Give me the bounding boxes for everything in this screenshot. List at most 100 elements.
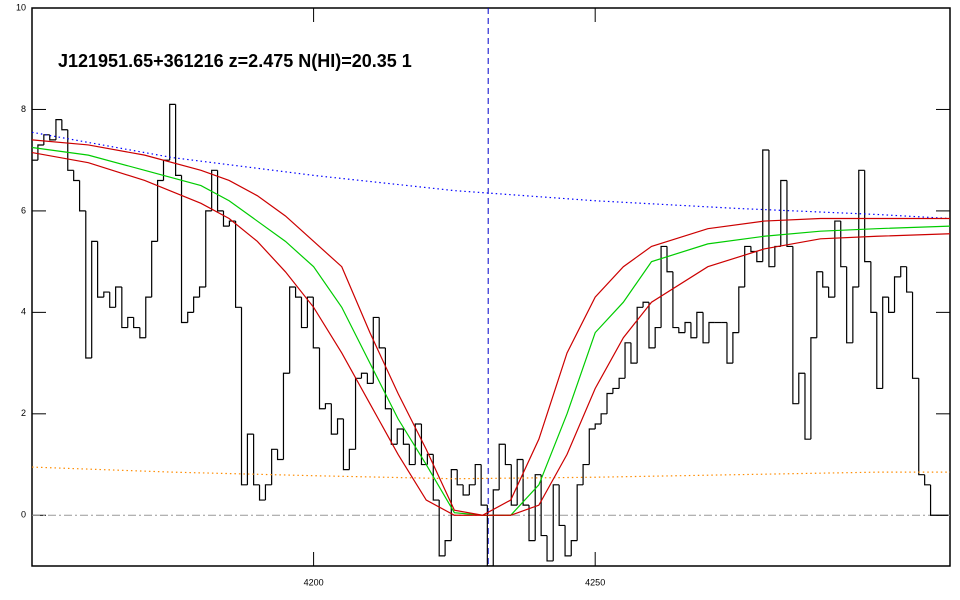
spectrum-step xyxy=(49,134,56,141)
spectrum-step xyxy=(911,292,919,379)
spectrum-step xyxy=(151,240,158,298)
x-tick-label: 4250 xyxy=(585,577,605,587)
spectrum-step xyxy=(558,484,566,527)
spectrum-step xyxy=(408,444,416,466)
spectrum-step xyxy=(324,403,332,409)
spectrum-step xyxy=(289,286,296,374)
spectrum-step xyxy=(468,484,476,495)
spectrum-step xyxy=(276,449,284,461)
spectrum-step xyxy=(822,271,829,288)
spectrum-step xyxy=(738,286,745,333)
spectrum-step xyxy=(366,373,374,384)
spectrum-step xyxy=(78,180,86,212)
spectrum-step xyxy=(924,474,931,486)
spectrum-step xyxy=(318,347,326,410)
spectrum-step xyxy=(852,286,859,343)
spectrum-step xyxy=(187,311,194,323)
spectrum-step xyxy=(43,134,50,145)
spectrum-step xyxy=(384,347,392,410)
spectrum-step xyxy=(372,316,380,384)
spectrum-step xyxy=(582,463,590,485)
y-tick-label: 10 xyxy=(16,2,26,12)
spectrum-step xyxy=(684,321,691,333)
spectrum-step xyxy=(330,403,338,435)
spectrum-step xyxy=(888,297,895,313)
spectrum-step xyxy=(55,119,62,140)
spectrum-step xyxy=(804,373,811,440)
y-tick-label: 0 xyxy=(21,510,26,520)
spectrum-step xyxy=(756,251,763,263)
spectrum-step xyxy=(145,296,152,338)
spectrum-step xyxy=(882,296,889,389)
spectrum-step xyxy=(726,322,733,364)
spectrum-step xyxy=(606,392,613,414)
spectrum-step xyxy=(612,387,620,394)
spectrum-step xyxy=(600,413,608,424)
spectrum-step xyxy=(426,453,434,465)
spectrum-step xyxy=(780,179,787,247)
spectrum-step xyxy=(271,448,278,485)
spectrum-step xyxy=(109,292,116,308)
spectrum-step xyxy=(306,296,314,328)
spectrum-step xyxy=(876,312,883,390)
spectrum-step xyxy=(666,246,673,273)
spectrum-step xyxy=(139,327,146,339)
spectrum-step xyxy=(864,170,871,263)
spectrum-step xyxy=(438,500,446,557)
spectrum-step xyxy=(570,540,578,556)
spectrum-step xyxy=(762,149,769,262)
spectrum-step xyxy=(510,464,518,506)
spectrum-step xyxy=(85,210,92,359)
spectrum-step xyxy=(175,104,182,176)
spectrum-step xyxy=(450,469,458,541)
spectrum-step xyxy=(576,484,584,541)
spectrum-step xyxy=(342,418,350,471)
spectrum-step xyxy=(564,525,572,557)
spectrum-step xyxy=(73,170,80,182)
spectrum-step xyxy=(630,342,638,364)
spectrum-step xyxy=(432,454,440,501)
spectrum-step xyxy=(67,129,74,171)
spectrum-step xyxy=(61,119,68,131)
spectrum-step xyxy=(414,423,422,465)
spectrum-step xyxy=(396,428,404,445)
spectrum-step xyxy=(234,221,242,308)
spectrum-step xyxy=(768,150,775,268)
spectrum-step xyxy=(294,287,302,298)
spectrum-step xyxy=(858,169,865,287)
spectrum-step xyxy=(169,103,176,161)
spectrum-step xyxy=(690,322,697,339)
spectrum-step xyxy=(474,463,482,485)
spectrum-step xyxy=(654,326,662,348)
fit-curve xyxy=(32,146,950,516)
spectrum-step xyxy=(498,443,506,490)
spectrum-step xyxy=(648,302,656,349)
spectrum-step xyxy=(37,144,44,161)
spectrum-step xyxy=(774,245,781,267)
spectrum-step xyxy=(840,221,847,268)
spectrum-step xyxy=(420,423,428,466)
spectrum-step xyxy=(103,291,110,298)
y-tick-label: 2 xyxy=(21,408,26,418)
chart-title: J121951.65+361216 z=2.475 N(HI)=20.35 1 xyxy=(58,51,412,71)
spectrum-step xyxy=(480,464,488,506)
spectrum-step xyxy=(258,484,266,501)
y-tick-label: 8 xyxy=(21,104,26,114)
spectrum-step xyxy=(816,271,823,338)
spectrum-step xyxy=(198,286,206,298)
spectrum-step xyxy=(893,276,901,313)
spectrum-step xyxy=(121,287,128,329)
spectrum-step xyxy=(552,484,560,561)
spectrum-step xyxy=(642,301,649,308)
spectrum-step xyxy=(546,535,554,562)
spectrum-step xyxy=(246,433,254,485)
spectrum-step xyxy=(216,170,224,212)
spectrum-step xyxy=(300,297,308,329)
spectrum-step xyxy=(870,261,877,313)
spectrum-step xyxy=(444,540,452,556)
spectrum-step xyxy=(504,444,512,466)
spectrum-step xyxy=(378,317,386,349)
spectrum-step xyxy=(462,484,470,496)
spectrum-step xyxy=(348,448,356,470)
